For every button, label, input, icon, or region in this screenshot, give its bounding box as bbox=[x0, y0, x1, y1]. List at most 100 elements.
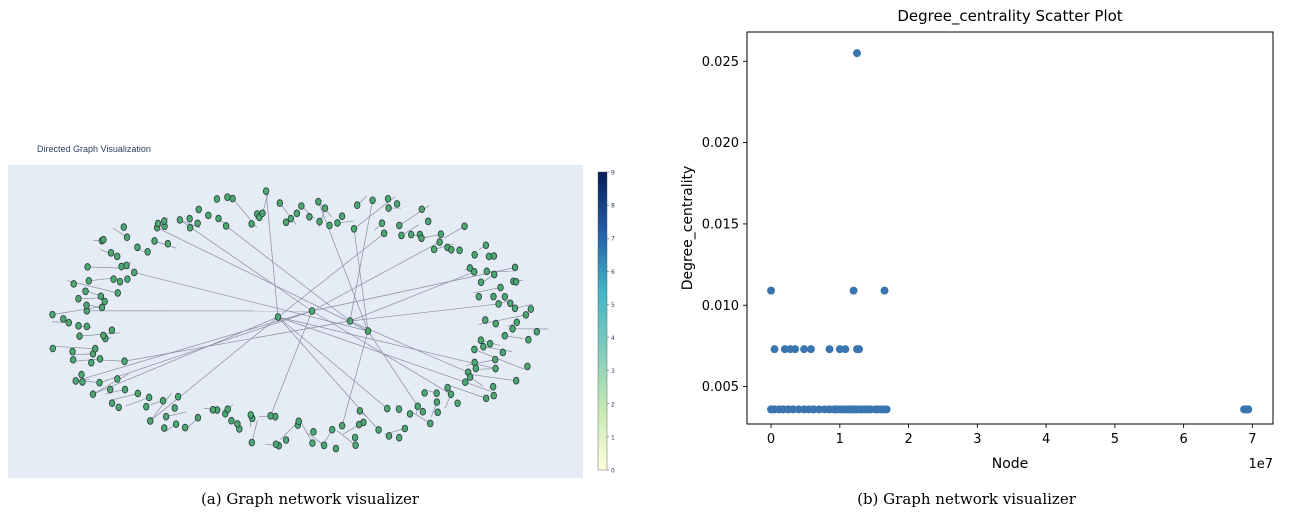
graph-node bbox=[407, 230, 415, 239]
graph-node bbox=[228, 416, 235, 425]
graph-node bbox=[522, 311, 530, 319]
scatter-point bbox=[849, 286, 858, 295]
scatter-point bbox=[806, 345, 815, 354]
graph-edge bbox=[166, 411, 187, 417]
graph-node bbox=[83, 301, 90, 310]
graph-node bbox=[229, 194, 236, 203]
graph-node bbox=[316, 217, 323, 226]
graph-node bbox=[298, 202, 305, 210]
graph-node bbox=[282, 436, 290, 444]
graph-canvas: 0 1 2 3 4 5 6 7 8 9 Node Connections bbox=[8, 165, 620, 478]
graph-node bbox=[134, 243, 141, 252]
graph-node bbox=[209, 406, 217, 414]
y-axis-label: Degree_centrality bbox=[680, 166, 696, 291]
scatter-point bbox=[855, 345, 864, 354]
graph-node bbox=[114, 289, 121, 297]
graph-node bbox=[414, 402, 421, 411]
x-tick-label: 7 bbox=[1248, 432, 1256, 447]
graph-node bbox=[346, 317, 354, 325]
graph-edge bbox=[464, 373, 517, 382]
graph-node bbox=[145, 393, 153, 402]
graph-node bbox=[78, 370, 85, 379]
graph-node bbox=[147, 417, 154, 425]
graph-node bbox=[512, 277, 520, 286]
graph-node bbox=[338, 421, 346, 430]
graph-node bbox=[433, 389, 440, 398]
graph-node bbox=[352, 441, 359, 450]
graph-node bbox=[60, 315, 67, 323]
x-tick-label: 0 bbox=[767, 432, 775, 447]
graph-node bbox=[497, 283, 504, 292]
graph-edge bbox=[474, 349, 525, 370]
graph-node bbox=[293, 209, 301, 218]
graph-node bbox=[509, 324, 516, 333]
graph-node bbox=[513, 318, 521, 327]
scatter-point bbox=[853, 405, 862, 414]
graph-node bbox=[96, 355, 104, 363]
graph-node bbox=[174, 392, 182, 401]
scatter-point bbox=[780, 345, 789, 354]
graph-edge bbox=[265, 191, 279, 318]
graph-node bbox=[259, 209, 266, 218]
graph-node bbox=[115, 403, 122, 412]
graph-node bbox=[351, 433, 359, 442]
x-offset-label: 1e7 bbox=[1248, 457, 1273, 472]
graph-node bbox=[49, 310, 56, 319]
graph-node bbox=[248, 438, 256, 447]
graph-node bbox=[338, 212, 346, 221]
graph-node bbox=[75, 294, 82, 303]
graph-node bbox=[116, 277, 124, 286]
graph-node bbox=[194, 219, 201, 228]
graph-edge bbox=[447, 384, 487, 399]
graph-node bbox=[385, 432, 393, 440]
graph-node bbox=[108, 326, 116, 335]
scatter-point bbox=[815, 405, 824, 414]
y-tick-label: 0.020 bbox=[702, 136, 739, 151]
graph-node bbox=[97, 292, 105, 301]
graph-node bbox=[205, 211, 212, 220]
chart-title: Degree_centrality Scatter Plot bbox=[897, 7, 1122, 26]
graph-node bbox=[454, 399, 461, 408]
scatter-point bbox=[767, 286, 776, 295]
graph-node bbox=[88, 358, 95, 367]
colorbar-tick-label: 4 bbox=[611, 335, 615, 342]
graph-node bbox=[159, 396, 167, 405]
graph-node bbox=[84, 263, 91, 271]
graph-node bbox=[123, 233, 131, 242]
scatter-points bbox=[767, 49, 1253, 414]
scatter-point bbox=[873, 405, 882, 414]
graph-node bbox=[507, 299, 514, 308]
graph-node bbox=[326, 221, 333, 230]
graph-node bbox=[401, 424, 409, 433]
graph-node bbox=[525, 335, 532, 344]
graph-node bbox=[161, 217, 168, 225]
graph-node bbox=[353, 201, 361, 209]
graph-node bbox=[482, 316, 489, 324]
graph-node bbox=[107, 385, 114, 394]
graph-node bbox=[491, 270, 498, 279]
graph-edge bbox=[465, 381, 491, 392]
graph-node bbox=[234, 420, 241, 428]
graph-edge bbox=[225, 225, 351, 322]
graph-node bbox=[433, 398, 441, 406]
graph-node bbox=[329, 425, 336, 434]
scatter-point bbox=[789, 405, 798, 414]
graph-node bbox=[480, 342, 487, 351]
graph-node bbox=[512, 376, 520, 385]
graph-node bbox=[120, 223, 127, 231]
y-tick-label: 0.015 bbox=[702, 217, 739, 232]
graph-node bbox=[456, 246, 463, 255]
graph-node bbox=[437, 230, 445, 239]
graph-edge bbox=[109, 393, 138, 401]
graph-node bbox=[489, 382, 497, 391]
graph-node bbox=[100, 235, 107, 244]
graph-edge bbox=[134, 272, 369, 332]
scatter-figure: Degree_centrality Scatter Plot 0 1 2 3 4 5 6 7 0.… bbox=[640, 0, 1293, 523]
graph-node bbox=[162, 412, 170, 421]
graph-edge bbox=[150, 316, 279, 422]
graph-node bbox=[124, 275, 131, 283]
graph-node bbox=[355, 420, 363, 429]
graph-node bbox=[224, 193, 231, 201]
graph-node bbox=[123, 261, 130, 270]
colorbar-tick-label: 8 bbox=[611, 203, 615, 210]
